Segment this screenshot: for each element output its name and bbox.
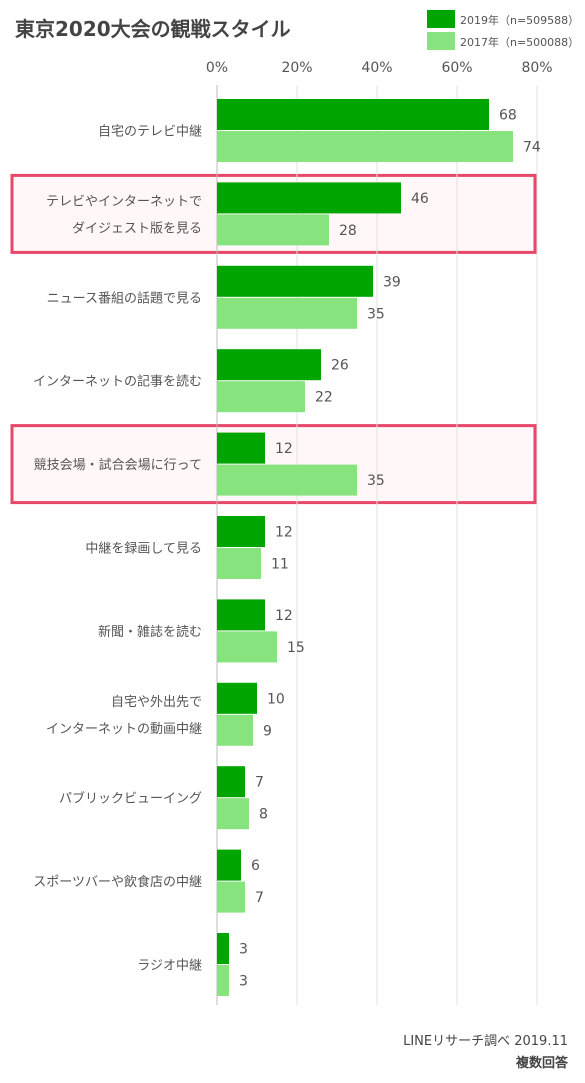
- category-label: 自宅や外出先で: [111, 695, 202, 710]
- category-label: パブリックビューイング: [59, 791, 202, 807]
- bar: [217, 214, 329, 246]
- bar: [217, 131, 513, 162]
- category-label: 競技会場・試合会場に行って: [34, 457, 202, 473]
- bar-value-label: 35: [367, 306, 385, 322]
- bar: [217, 381, 305, 413]
- bar: [217, 766, 245, 798]
- legend-label: 2017年（n=500088）: [460, 35, 579, 49]
- bar: [217, 182, 401, 214]
- x-tick-label: 60%: [441, 60, 472, 76]
- category-label: 中継を録画して見る: [85, 542, 202, 557]
- bar-value-label: 10: [267, 691, 285, 707]
- bar-value-label: 68: [499, 108, 517, 124]
- bar-value-label: 12: [275, 525, 293, 541]
- category-label: インターネットの記事を読む: [33, 374, 202, 390]
- category-label: ニュース番組の話題で見る: [47, 290, 202, 306]
- bar: [217, 516, 265, 547]
- bar: [217, 714, 253, 746]
- legend-swatch: [427, 32, 455, 50]
- bar-value-label: 7: [255, 775, 264, 791]
- bar: [217, 349, 321, 381]
- x-tick-label: 80%: [521, 60, 552, 76]
- bar: [217, 265, 373, 297]
- bars: 68 74 46 28 39 35 26 22 12 35 12 11 12 15 10 9 7 8 6 7 3 3: [217, 99, 541, 996]
- legend: 2019年（n=509588） 2017年（n=500088）: [427, 10, 579, 50]
- bar-value-label: 8: [259, 807, 268, 823]
- category-label: スポーツバーや飲食店の中継: [33, 874, 202, 890]
- bar-value-label: 9: [263, 723, 272, 739]
- bar: [217, 798, 249, 830]
- bar-value-label: 39: [383, 274, 401, 290]
- bar: [217, 682, 257, 714]
- category-label: テレビやインターネットで: [46, 194, 202, 209]
- bar: [217, 432, 265, 464]
- category-labels: 自宅のテレビ中継テレビやインターネットでダイジェスト版を見るニュース番組の話題で…: [33, 125, 202, 974]
- bar-value-label: 6: [251, 858, 260, 874]
- legend-swatch: [427, 10, 455, 28]
- bar-value-label: 7: [255, 890, 264, 906]
- bar: [217, 933, 229, 964]
- bar-value-label: 3: [239, 942, 248, 958]
- bar-value-label: 35: [367, 473, 385, 489]
- footnote: LINEリサーチ調べ 2019.11 複数回答: [403, 1034, 569, 1071]
- bar: [217, 599, 265, 631]
- x-tick-label: 20%: [281, 60, 312, 76]
- bar-value-label: 15: [287, 640, 305, 656]
- bar: [217, 464, 357, 496]
- category-label: 自宅のテレビ中継: [98, 125, 202, 140]
- bar: [217, 99, 489, 130]
- bar: [217, 548, 261, 579]
- footnote-line: 複数回答: [515, 1055, 569, 1071]
- bar: [217, 881, 245, 913]
- bar-value-label: 74: [523, 140, 541, 156]
- bar-value-label: 12: [275, 441, 293, 457]
- bar-value-label: 3: [239, 974, 248, 990]
- bar: [217, 849, 241, 881]
- footnote-line: LINEリサーチ調べ 2019.11: [403, 1034, 568, 1049]
- bar-value-label: 22: [315, 390, 333, 406]
- category-label: 新聞・雑誌を読む: [98, 624, 202, 640]
- legend-label: 2019年（n=509588）: [460, 13, 579, 27]
- category-label: インターネットの動画中継: [46, 722, 202, 737]
- chart-title: 東京2020大会の観戦スタイル: [15, 17, 291, 41]
- bar: [217, 965, 229, 996]
- bar: [217, 297, 357, 329]
- bar-value-label: 12: [275, 608, 293, 624]
- bar: [217, 631, 277, 663]
- bar-value-label: 26: [331, 358, 349, 374]
- bar-value-label: 28: [339, 223, 357, 239]
- x-tick-label: 40%: [361, 60, 392, 76]
- category-label: ダイジェスト版を見る: [72, 221, 202, 236]
- category-label: ラジオ中継: [137, 959, 202, 974]
- x-axis-ticks: 0% 20% 40% 60% 80%: [206, 60, 553, 76]
- x-tick-label: 0%: [206, 60, 228, 76]
- bar-value-label: 46: [411, 191, 429, 207]
- bar-value-label: 11: [271, 557, 289, 573]
